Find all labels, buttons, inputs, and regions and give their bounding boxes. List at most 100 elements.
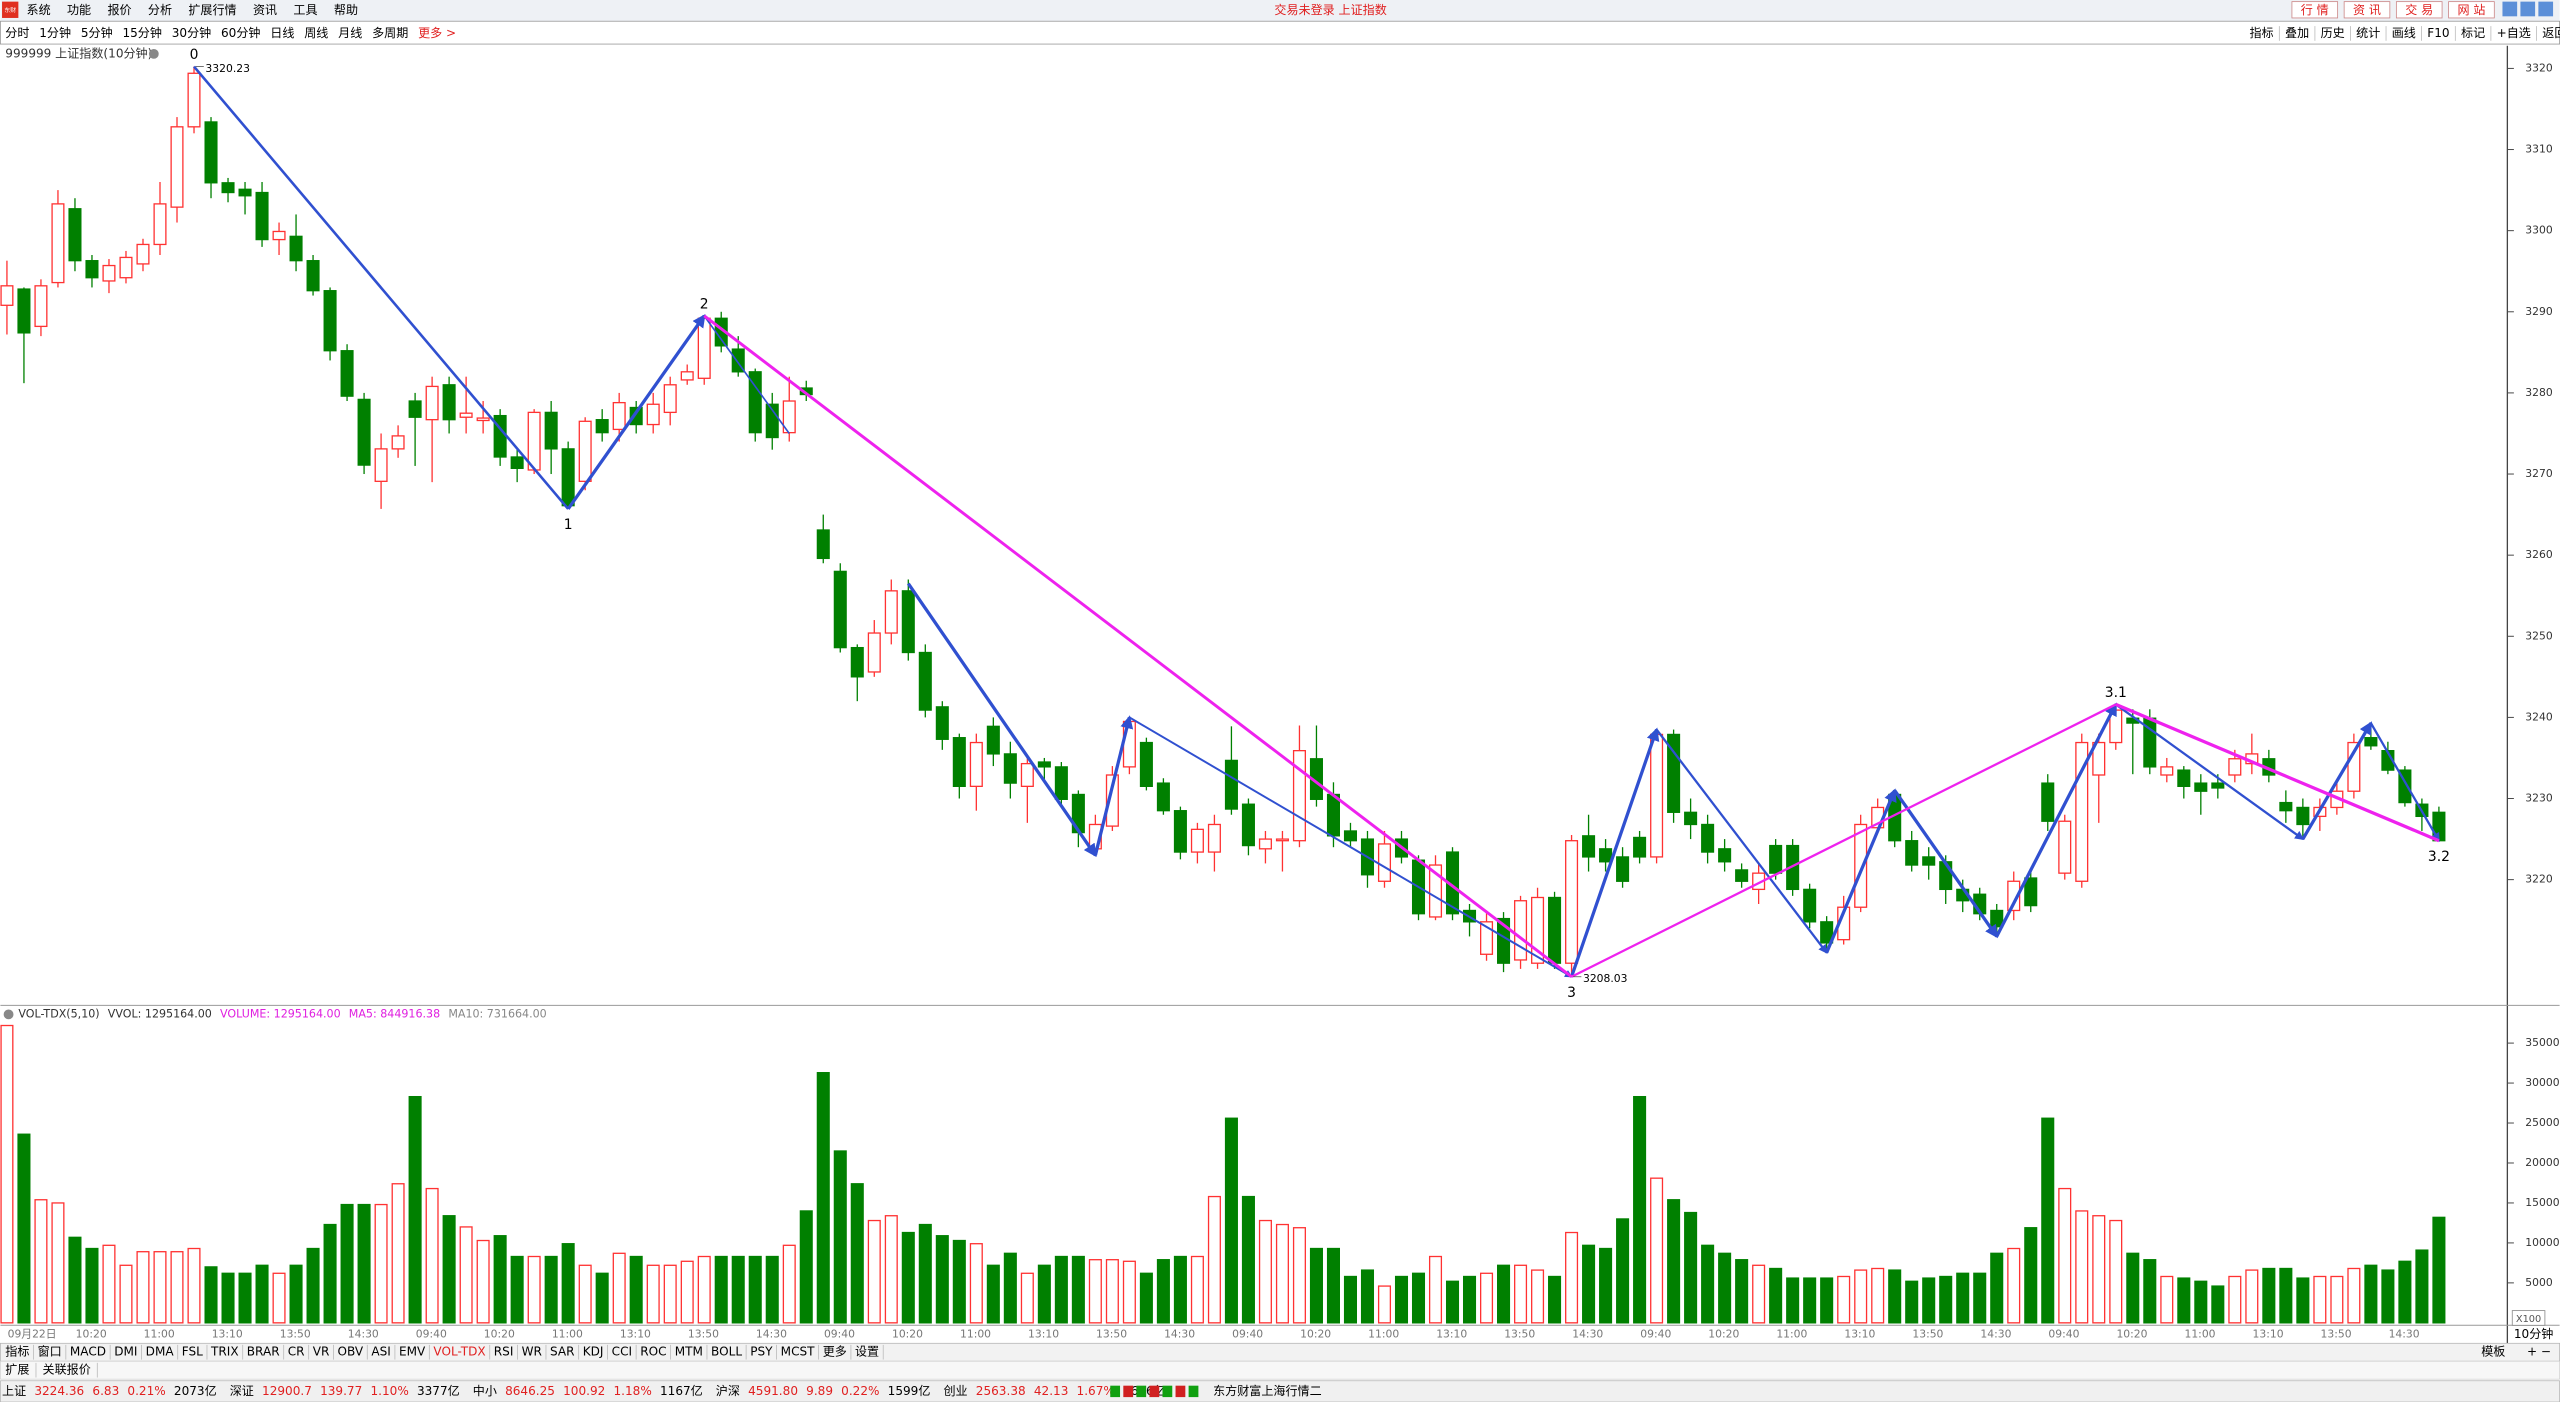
indicator-tab[interactable]: WR: [522, 1345, 543, 1359]
menu-item[interactable]: 分析: [148, 3, 172, 17]
period-tab[interactable]: 5分钟: [81, 25, 113, 40]
indicator-tab[interactable]: CR: [288, 1345, 305, 1359]
indicator-tab[interactable]: TRIX: [210, 1345, 239, 1359]
period-tab[interactable]: 15分钟: [122, 25, 161, 40]
indicator-tab[interactable]: BRAR: [247, 1345, 280, 1359]
menu-item[interactable]: 帮助: [334, 3, 358, 17]
top-button[interactable]: [2343, 1, 2391, 19]
status-field[interactable]: 1.18%: [614, 1384, 652, 1398]
period-tab[interactable]: 1分钟: [39, 25, 71, 40]
period-tab[interactable]: 月线: [338, 26, 362, 40]
volume-bar: [2228, 1275, 2242, 1324]
status-field[interactable]: 9.89: [806, 1384, 833, 1398]
tool-button[interactable]: 指标: [2249, 25, 2273, 40]
status-field[interactable]: 4591.80: [748, 1384, 798, 1398]
status-field[interactable]: 12900.7: [262, 1384, 312, 1398]
indicator-tab[interactable]: FSL: [182, 1345, 203, 1359]
status-field[interactable]: 2073亿: [174, 1383, 217, 1398]
top-button-label[interactable]: 行 情: [2301, 3, 2329, 17]
indicator-tab[interactable]: MACD: [70, 1345, 106, 1359]
status-field[interactable]: 沪深: [716, 1384, 740, 1398]
volume-bar: [0, 1024, 14, 1324]
x-tick-label: 11:00: [144, 1327, 175, 1340]
status-field[interactable]: 创业: [943, 1384, 967, 1398]
period-tab[interactable]: 60分钟: [221, 25, 260, 40]
period-tab[interactable]: 周线: [304, 26, 328, 40]
indicator-tab[interactable]: ASI: [371, 1345, 390, 1359]
status-field[interactable]: 139.77: [320, 1384, 362, 1398]
status-field[interactable]: 1.67%: [1077, 1384, 1115, 1398]
status-field[interactable]: 0.21%: [127, 1384, 165, 1398]
volume-bar: [1088, 1259, 1102, 1324]
status-field[interactable]: 1167亿: [660, 1383, 703, 1398]
status-field[interactable]: 3377亿: [417, 1383, 460, 1398]
tool-button[interactable]: 标记: [2461, 26, 2485, 40]
indicator-tab[interactable]: RSI: [494, 1345, 514, 1359]
status-field[interactable]: 8646.25: [505, 1384, 555, 1398]
status-field[interactable]: 2563.38: [976, 1384, 1026, 1398]
sub-tab[interactable]: 扩展: [5, 1363, 29, 1377]
period-tab[interactable]: 分时: [5, 26, 29, 40]
menu-item[interactable]: 系统: [27, 3, 51, 17]
tool-button[interactable]: +自选: [2497, 26, 2531, 40]
indicator-tab[interactable]: VOL-TDX: [433, 1345, 485, 1359]
more-periods[interactable]: 更多 >: [418, 26, 456, 40]
chart-menu-icon[interactable]: [148, 48, 159, 59]
status-field[interactable]: 0.22%: [841, 1384, 879, 1398]
indicator-tab[interactable]: BOLL: [711, 1345, 742, 1359]
status-field[interactable]: 1599亿: [888, 1383, 931, 1398]
top-button-label[interactable]: 交 易: [2405, 2, 2433, 17]
period-tab[interactable]: 多周期: [372, 26, 408, 40]
indicator-tab[interactable]: MTM: [675, 1345, 703, 1359]
indicator-tab[interactable]: PSY: [750, 1345, 773, 1359]
tool-button[interactable]: 画线: [2392, 26, 2416, 40]
status-field[interactable]: 中小: [473, 1383, 497, 1398]
indicator-tab[interactable]: ROC: [640, 1345, 666, 1359]
period-tab[interactable]: 30分钟: [172, 25, 211, 40]
menu-item[interactable]: 资讯: [253, 3, 277, 17]
indicator-tab[interactable]: 更多: [823, 1345, 847, 1359]
menu-item[interactable]: 功能: [67, 3, 91, 17]
zoom-buttons[interactable]: + −: [2527, 1345, 2551, 1359]
period-tab[interactable]: 日线: [270, 26, 294, 40]
status-field[interactable]: 深证: [230, 1384, 254, 1398]
status-field[interactable]: 42.13: [1034, 1384, 1069, 1398]
sub-tab[interactable]: 关联报价: [43, 1362, 91, 1377]
indicator-tab[interactable]: SAR: [550, 1345, 575, 1359]
status-field[interactable]: 1.10%: [370, 1384, 408, 1398]
indicator-tab[interactable]: EMV: [399, 1345, 426, 1359]
status-field[interactable]: 6.83: [92, 1384, 119, 1398]
status-field[interactable]: 100.92: [563, 1384, 605, 1398]
tool-button[interactable]: 统计: [2356, 26, 2380, 40]
indicator-tab[interactable]: DMI: [114, 1345, 137, 1359]
vol-menu-icon[interactable]: [3, 1009, 14, 1020]
top-button[interactable]: [2448, 1, 2495, 19]
tool-button[interactable]: 返回: [2542, 26, 2560, 40]
candle-body: [578, 420, 592, 482]
indicator-tab[interactable]: OBV: [338, 1345, 364, 1359]
menu-item[interactable]: 扩展行情: [188, 3, 236, 17]
indicator-tab[interactable]: DMA: [146, 1345, 175, 1359]
status-field[interactable]: 上证: [2, 1384, 26, 1398]
template-button[interactable]: 模板: [2481, 1345, 2505, 1359]
indicator-tab[interactable]: 窗口: [38, 1345, 62, 1359]
indicator-tab[interactable]: CCI: [612, 1345, 632, 1359]
indicator-tab[interactable]: 指标: [5, 1344, 29, 1359]
indicator-tab[interactable]: KDJ: [583, 1345, 604, 1359]
status-field[interactable]: 3224.36: [34, 1384, 84, 1398]
top-button-label[interactable]: 网 站: [2457, 3, 2485, 17]
top-button[interactable]: [2291, 1, 2339, 19]
indicator-tab[interactable]: 设置: [855, 1345, 879, 1359]
indicator-tab[interactable]: MCST: [781, 1345, 815, 1359]
tool-button[interactable]: 叠加: [2285, 26, 2309, 40]
top-button[interactable]: [2395, 1, 2443, 19]
tool-button[interactable]: F10: [2427, 26, 2449, 40]
top-button-label[interactable]: 资 讯: [2353, 3, 2381, 17]
menu-item[interactable]: 报价: [107, 2, 131, 17]
candle-body: [2058, 820, 2072, 874]
indicator-tab[interactable]: VR: [313, 1345, 330, 1359]
candle-body: [816, 529, 830, 560]
menu-item[interactable]: 工具: [293, 3, 317, 17]
tool-button[interactable]: 历史: [2321, 26, 2345, 40]
volume-bar: [612, 1252, 626, 1324]
